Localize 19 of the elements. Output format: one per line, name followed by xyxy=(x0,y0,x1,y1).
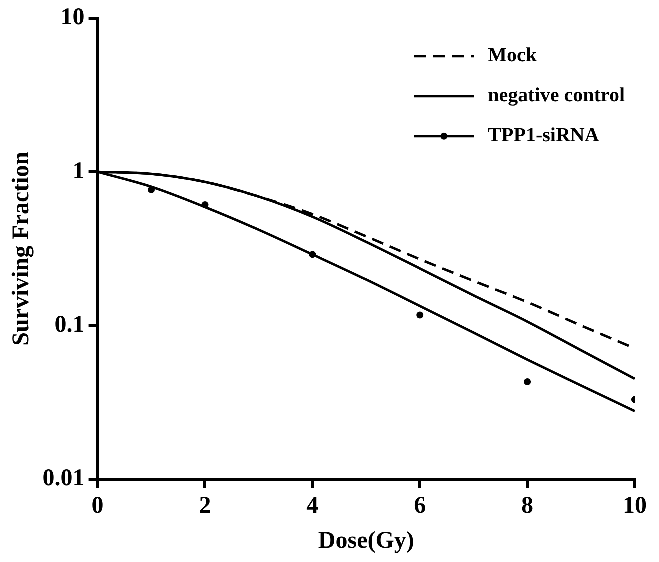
y-tick-label: 1 xyxy=(72,158,85,184)
x-tick-label: 10 xyxy=(623,493,647,520)
x-tick-label: 2 xyxy=(199,493,212,520)
point xyxy=(202,202,209,209)
y-tick-label: 10 xyxy=(60,4,85,31)
x-tick-label: 8 xyxy=(522,493,534,520)
y-axis-title: Surviving Fraction xyxy=(8,152,35,346)
legend-label: TPP1-siRNA xyxy=(488,124,600,147)
x-tick-label: 0 xyxy=(92,493,104,520)
point xyxy=(524,378,532,386)
y-tick-label: 0.1 xyxy=(54,312,85,338)
point xyxy=(416,312,424,319)
x-tick-label: 4 xyxy=(306,493,319,520)
point xyxy=(309,251,316,258)
y-tick-label: 0.01 xyxy=(42,466,85,492)
legend-label: Mock xyxy=(488,44,538,67)
x-axis-title: Dose(Gy) xyxy=(318,528,414,554)
x-tick-label: 6 xyxy=(414,493,426,520)
legend-label: negative control xyxy=(488,84,626,107)
